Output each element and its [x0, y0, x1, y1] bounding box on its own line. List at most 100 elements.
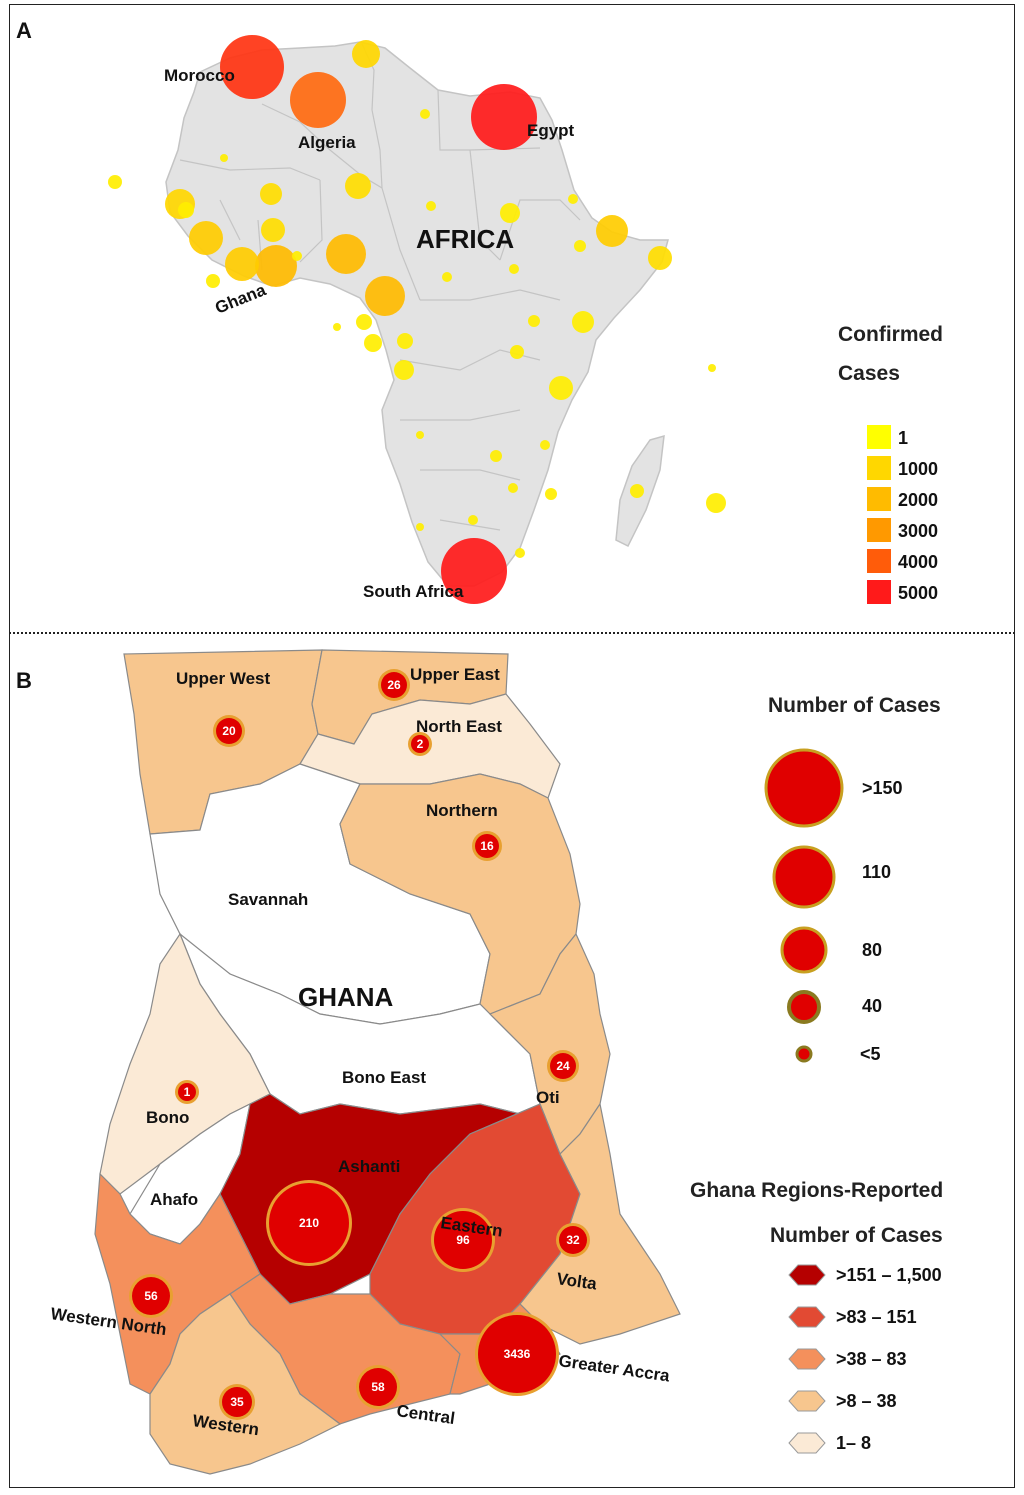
bubble-value-eastern: 96	[456, 1233, 470, 1247]
color-legend-swatch	[788, 1348, 826, 1370]
bubble-value-western: 35	[230, 1395, 244, 1409]
bubble-value-upper_west: 20	[222, 724, 236, 738]
bubble-greater_accra	[478, 1315, 556, 1393]
legend-a-swatch	[867, 518, 891, 542]
bubble-zimbabwe	[508, 483, 518, 493]
bubble-zambia	[490, 450, 502, 462]
panel-divider	[9, 632, 1015, 634]
bubble-value-ashanti: 210	[299, 1216, 319, 1230]
region-western	[149, 1293, 342, 1475]
bubble-cameroon	[365, 276, 405, 316]
bubble-namibia	[416, 523, 424, 531]
bubble-gabon	[356, 314, 372, 330]
bubble-libya	[420, 109, 430, 119]
africa-map: Morocco Algeria Egypt Ghana South Africa…	[108, 35, 943, 604]
label-upper-west: Upper West	[176, 669, 270, 688]
bubble-value-western_north: 56	[144, 1289, 158, 1303]
bubble-malawi	[540, 440, 550, 450]
bubble-somalia	[648, 246, 672, 270]
size-legend-label-2: 110	[862, 862, 891, 882]
bubble-djibouti	[596, 215, 628, 247]
size-legend-label-1: >150	[862, 778, 903, 798]
bubble-oti	[550, 1053, 576, 1079]
label-oti: Oti	[536, 1088, 560, 1107]
label-bono-east: Bono East	[342, 1068, 426, 1087]
label-south-africa: South Africa	[363, 582, 464, 601]
bubble-south-africa	[441, 538, 507, 604]
label-northern: Northern	[426, 801, 498, 820]
bubble-guinea	[189, 221, 223, 255]
bubble-kenya	[572, 311, 594, 333]
color-legend-label: >83 – 151	[836, 1307, 917, 1327]
bubble-drc	[394, 360, 414, 380]
color-legend-title-1: Ghana Regions-Reported	[690, 1179, 943, 1202]
legend-a-swatch	[867, 580, 891, 604]
ghana-regions	[94, 649, 681, 1475]
label-central: Central	[395, 1401, 456, 1428]
bubble-liberia	[178, 202, 194, 218]
label-ashanti: Ashanti	[338, 1157, 400, 1176]
bubble-tanzania	[549, 376, 573, 400]
bubble-bono	[178, 1083, 196, 1101]
bubble-angola	[416, 431, 424, 439]
bubble-rwanda	[510, 345, 524, 359]
bubble-central	[359, 1368, 397, 1406]
color-legend-label: >8 – 38	[836, 1391, 897, 1411]
legend-a-label: 2000	[898, 490, 938, 510]
bubble-sudan	[500, 203, 520, 223]
label-north-east: North East	[416, 717, 502, 736]
legend-a-label: 4000	[898, 552, 938, 572]
bubble-car	[397, 333, 413, 349]
bubble-ivory-coast	[225, 247, 259, 281]
label-greater-accra: Greater Accra	[557, 1351, 671, 1385]
africa-landmass	[165, 41, 669, 587]
bubble-western_north	[132, 1277, 170, 1315]
color-legend-label: 1– 8	[836, 1433, 871, 1453]
label-morocco: Morocco	[164, 66, 235, 85]
bubble-ethiopia	[574, 240, 586, 252]
label-egypt: Egypt	[527, 121, 575, 140]
panel-a-letter: A	[16, 18, 32, 43]
africa-title: AFRICA	[416, 224, 514, 254]
label-algeria: Algeria	[298, 133, 356, 152]
ghana-case-bubbles: 20 26 2 16 1 24 210 96 32 56 3436 58 35	[129, 669, 590, 1420]
bubble-benin	[442, 272, 452, 282]
bubble-upper_east	[381, 672, 407, 698]
bubble-ss	[509, 264, 519, 274]
label-savannah: Savannah	[228, 890, 308, 909]
bubble-cape-verde	[108, 175, 122, 189]
legend-a-label: 3000	[898, 521, 938, 541]
bubble-western	[222, 1387, 252, 1417]
bubble-ashanti	[269, 1183, 349, 1263]
legend-a-label: 1000	[898, 459, 938, 479]
bubble-mauritania	[220, 154, 228, 162]
size-legend-circle-5	[795, 1045, 813, 1063]
bubble-egypt	[471, 84, 537, 150]
legend-a-swatch	[867, 487, 891, 511]
color-legend-swatch	[788, 1432, 826, 1454]
figure-frame	[9, 4, 1015, 1488]
color-legend-label: >151 – 1,500	[836, 1265, 942, 1285]
bubble-volta	[559, 1226, 587, 1254]
color-legend-swatch	[788, 1264, 826, 1286]
bubble-nigeria	[326, 234, 366, 274]
ghana-title: GHANA	[298, 982, 394, 1012]
bubble-sao-tome	[333, 323, 341, 331]
legend-a-label: 5000	[898, 583, 938, 603]
color-legend-title-2: Number of Cases	[770, 1224, 943, 1247]
bubble-upper_west	[216, 718, 242, 744]
bubble-burkina	[261, 218, 285, 242]
bubble-congo	[364, 334, 382, 352]
bubble-madagascar	[630, 484, 644, 498]
legend-a-title-2: Cases	[838, 362, 900, 385]
bubble-mauritius	[706, 493, 726, 513]
bubble-value-greater_accra: 3436	[504, 1347, 531, 1361]
legend-a-label: 1	[898, 428, 908, 448]
bubble-chad	[426, 201, 436, 211]
panel-b-letter: B	[16, 668, 32, 693]
bubble-value-volta: 32	[566, 1233, 580, 1247]
legend-a-swatch	[867, 425, 891, 449]
size-legend-circle-40	[787, 990, 821, 1024]
size-legend-label-5: <5	[860, 1044, 881, 1064]
bubble-mozambique	[545, 488, 557, 500]
